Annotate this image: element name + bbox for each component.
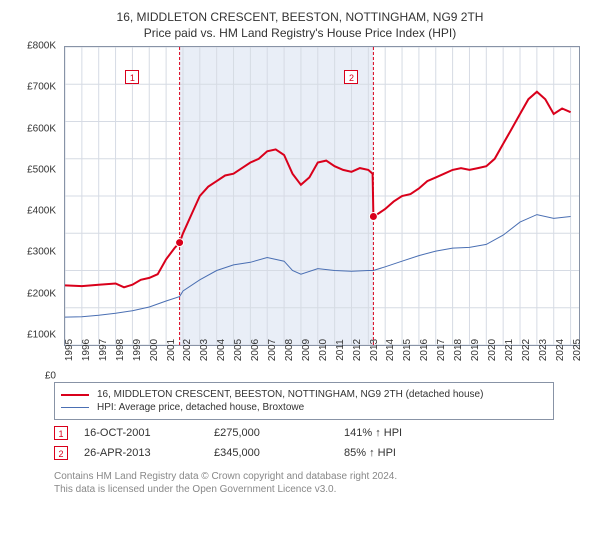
legend-row-property: 16, MIDDLETON CRESCENT, BEESTON, NOTTING…: [61, 389, 547, 400]
plot-svg: [65, 47, 579, 345]
x-tick-label: 2004: [216, 339, 227, 361]
x-tick-label: 2006: [250, 339, 261, 361]
x-tick-label: 2022: [521, 339, 532, 361]
x-tick-label: 2015: [402, 339, 413, 361]
footer: Contains HM Land Registry data © Crown c…: [54, 470, 590, 496]
x-tick-label: 2011: [335, 339, 346, 361]
x-tick-label: 2023: [538, 339, 549, 361]
event-marker-1-icon: 1: [54, 426, 68, 440]
y-tick-label: £800K: [27, 41, 56, 52]
event-pct: 141% ↑ HPI: [344, 427, 474, 439]
x-tick-label: 2008: [284, 339, 295, 361]
event-date: 16-OCT-2001: [84, 427, 214, 439]
chart-subtitle: Price paid vs. HM Land Registry's House …: [10, 26, 590, 40]
x-tick-label: 2007: [267, 339, 278, 361]
x-tick-label: 2025: [572, 339, 583, 361]
footer-line1: Contains HM Land Registry data © Crown c…: [54, 470, 590, 483]
legend-label-property: 16, MIDDLETON CRESCENT, BEESTON, NOTTING…: [97, 389, 483, 400]
legend-label-hpi: HPI: Average price, detached house, Brox…: [97, 402, 304, 413]
events-container: 1 16-OCT-2001£275,000141% ↑ HPI 2 26-APR-20…: [10, 426, 590, 460]
x-tick-label: 2024: [555, 339, 566, 361]
x-tick-label: 2001: [166, 339, 177, 361]
legend-swatch-property: [61, 394, 89, 396]
event-marker-2: 2: [344, 70, 358, 84]
x-tick-label: 1999: [132, 339, 143, 361]
y-tick-label: £600K: [27, 123, 56, 134]
x-tick-label: 2021: [504, 339, 515, 361]
x-tick-label: 1997: [98, 339, 109, 361]
x-tick-label: 2018: [453, 339, 464, 361]
legend: 16, MIDDLETON CRESCENT, BEESTON, NOTTING…: [54, 382, 554, 420]
event-row-1: 1 16-OCT-2001£275,000141% ↑ HPI: [54, 426, 590, 440]
x-tick-label: 2003: [199, 339, 210, 361]
x-tick-label: 2012: [352, 339, 363, 361]
plot-inner: 12: [64, 46, 580, 346]
event-marker-1: 1: [125, 70, 139, 84]
y-axis: £0£100K£200K£300K£400K£500K£600K£700K£80…: [20, 46, 60, 376]
x-tick-label: 2016: [419, 339, 430, 361]
x-tick-label: 1996: [81, 339, 92, 361]
legend-swatch-hpi: [61, 407, 89, 408]
x-axis: 1995199619971998199920002001200220032004…: [64, 346, 580, 376]
x-tick-label: 2019: [470, 339, 481, 361]
y-tick-label: £200K: [27, 288, 56, 299]
x-tick-label: 2010: [318, 339, 329, 361]
x-tick-label: 1995: [64, 339, 75, 361]
x-tick-label: 2017: [436, 339, 447, 361]
x-tick-label: 2020: [487, 339, 498, 361]
x-tick-label: 2009: [301, 339, 312, 361]
x-tick-label: 2005: [233, 339, 244, 361]
x-tick-label: 1998: [115, 339, 126, 361]
y-tick-label: £700K: [27, 82, 56, 93]
plot-area: £0£100K£200K£300K£400K£500K£600K£700K£80…: [20, 46, 580, 376]
y-tick-label: £400K: [27, 206, 56, 217]
x-tick-label: 2002: [182, 339, 193, 361]
y-tick-label: £0: [45, 371, 56, 382]
event-pct: 85% ↑ HPI: [344, 447, 474, 459]
event-price: £345,000: [214, 447, 344, 459]
legend-row-hpi: HPI: Average price, detached house, Brox…: [61, 402, 547, 413]
event-marker-2-icon: 2: [54, 446, 68, 460]
event-date: 26-APR-2013: [84, 447, 214, 459]
x-tick-label: 2000: [149, 339, 160, 361]
event-row-2: 2 26-APR-2013£345,00085% ↑ HPI: [54, 446, 590, 460]
y-tick-label: £500K: [27, 164, 56, 175]
x-tick-label: 2014: [385, 339, 396, 361]
y-tick-label: £100K: [27, 329, 56, 340]
chart-container: 16, MIDDLETON CRESCENT, BEESTON, NOTTING…: [0, 0, 600, 496]
y-tick-label: £300K: [27, 247, 56, 258]
chart-title: 16, MIDDLETON CRESCENT, BEESTON, NOTTING…: [10, 10, 590, 24]
footer-line2: This data is licensed under the Open Gov…: [54, 483, 590, 496]
x-tick-label: 2013: [369, 339, 380, 361]
event-price: £275,000: [214, 427, 344, 439]
